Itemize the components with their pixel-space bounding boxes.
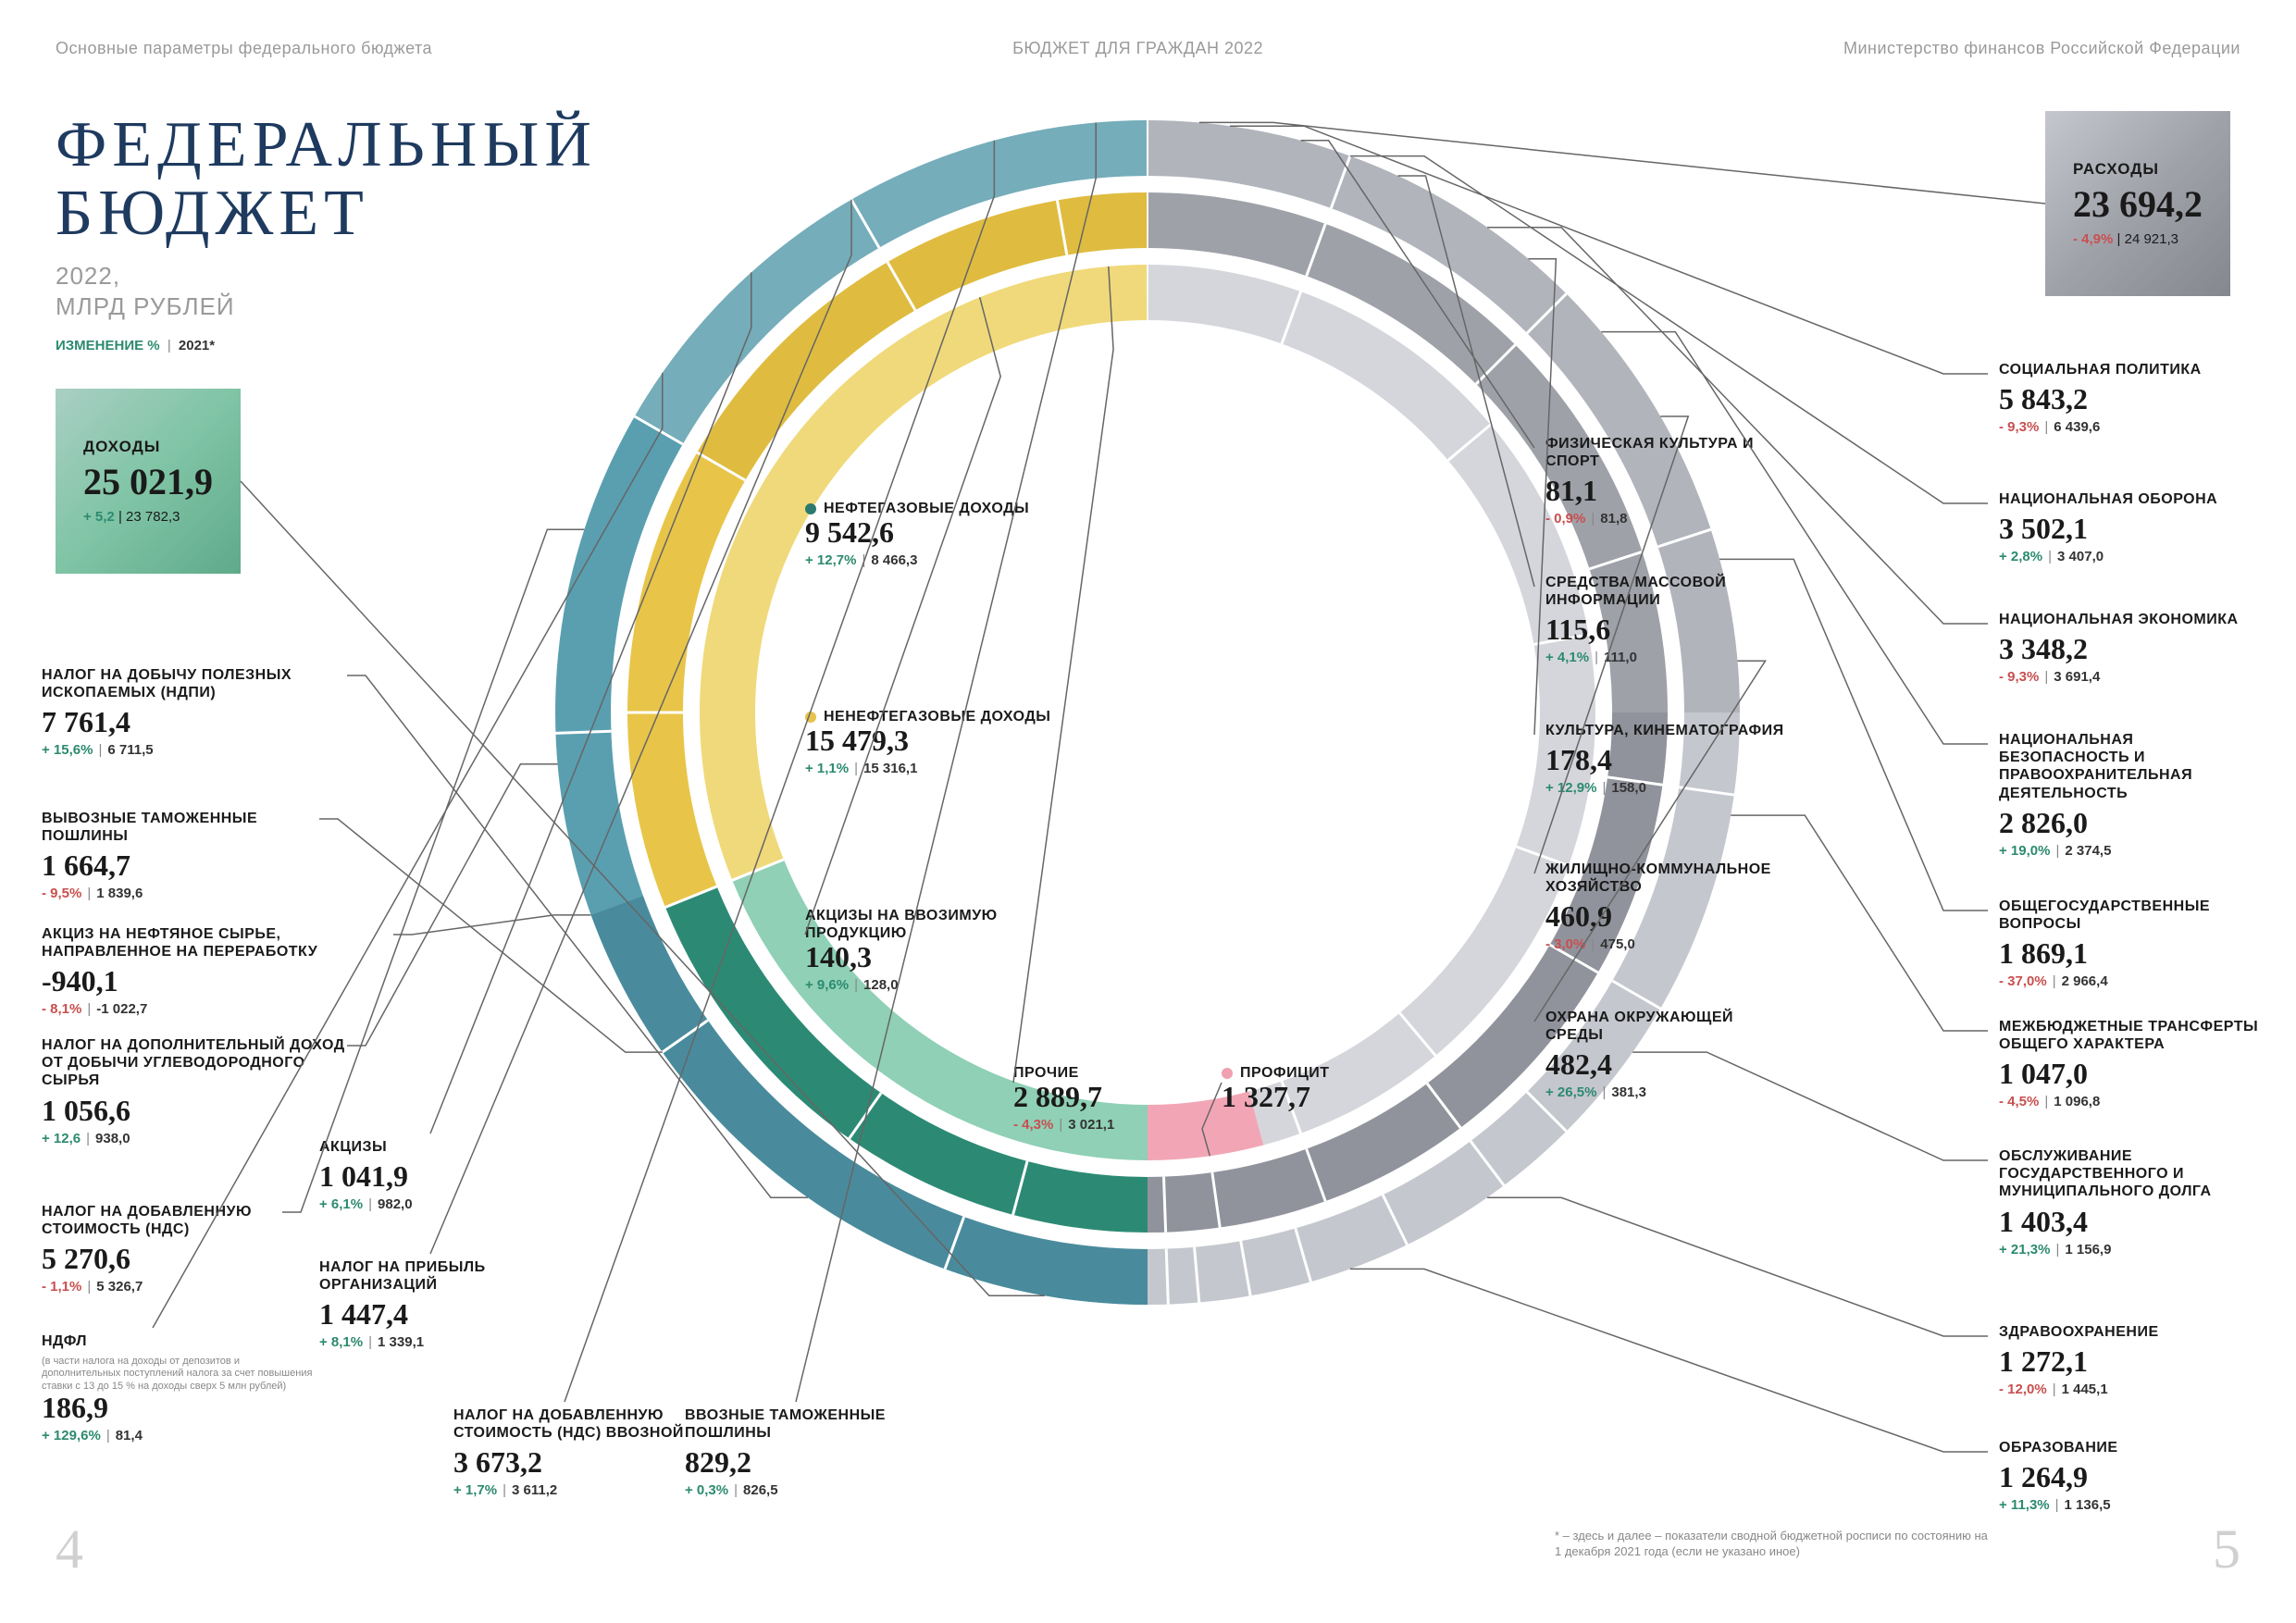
expense-center-3: ЖИЛИЩНО-КОММУНАЛЬНОЕ ХОЗЯЙСТВО460,9 - 3,…	[1545, 861, 1786, 952]
inner-oil: НЕФТЕГАЗОВЫЕ ДОХОДЫ9 542,6+ 12,7%|8 466,…	[805, 500, 1029, 568]
revenue-item-9: ВВОЗНЫЕ ТАМОЖЕННЫЕ ПОШЛИНЫ829,2+ 0,3%|82…	[685, 1406, 898, 1498]
expense-center-0: ФИЗИЧЕСКАЯ КУЛЬТУРА И СПОРТ81,1 - 0,9%|8…	[1545, 435, 1786, 527]
revenue-item-7: НАЛОГ НА ПРИБЫЛЬ ОРГАНИЗАЦИЙ1 447,4+ 8,1…	[319, 1258, 551, 1350]
expense-label: РАСХОДЫ	[2073, 160, 2230, 179]
header-center: БЮДЖЕТ ДЛЯ ГРАЖДАН 2022	[1012, 39, 1263, 58]
revenue-item-3: НАЛОГ НА ДОПОЛНИТЕЛЬНЫЙ ДОХОД ОТ ДОБЫЧИ …	[42, 1036, 347, 1146]
expense-right-1: НАЦИОНАЛЬНАЯ ОБОРОНА3 502,1 + 2,8%|3 407…	[1999, 490, 2217, 564]
page-number-right: 5	[2213, 1518, 2240, 1581]
title-line-2: БЮДЖЕТ	[56, 178, 369, 249]
bottom-footnote: * – здесь и далее – показатели сводной б…	[1555, 1529, 1990, 1560]
expense-center-2: КУЛЬТУРА, КИНЕМАТОГРАФИЯ178,4 + 12,9%|15…	[1545, 722, 1784, 796]
donut-svg	[509, 74, 1786, 1351]
expense-center-4: ОХРАНА ОКРУЖАЮЩЕЙ СРЕДЫ482,4 + 26,5%|381…	[1545, 1009, 1786, 1100]
expense-right-7: ЗДРАВООХРАНЕНИЕ1 272,1 - 12,0%|1 445,1	[1999, 1323, 2159, 1397]
header-right: Министерство финансов Российской Федерац…	[1843, 39, 2240, 58]
page-header: Основные параметры федерального бюджета …	[0, 39, 2296, 58]
income-total-box: ДОХОДЫ 25 021,9 + 5,2 | 23 782,3	[56, 389, 241, 574]
inner-surplus: ПРОФИЦИТ1 327,7	[1222, 1064, 1330, 1111]
expense-right-3: НАЦИОНАЛЬНАЯ БЕЗОПАСНОСТЬ И ПРАВООХРАНИТ…	[1999, 731, 2267, 859]
expense-right-5: МЕЖБЮДЖЕТНЫЕ ТРАНСФЕРТЫ ОБЩЕГО ХАРАКТЕРА…	[1999, 1018, 2267, 1109]
budget-donut-chart	[509, 74, 1786, 1351]
income-sub: + 5,2 | 23 782,3	[83, 509, 241, 525]
inner-excise: АКЦИЗЫ НА ВВОЗИМУЮ ПРОДУКЦИЮ140,3+ 9,6%|…	[805, 907, 1101, 993]
page-number-left: 4	[56, 1518, 83, 1581]
income-value: 25 021,9	[83, 460, 241, 503]
income-label: ДОХОДЫ	[83, 438, 241, 456]
header-left: Основные параметры федерального бюджета	[56, 39, 432, 58]
expense-value: 23 694,2	[2073, 182, 2230, 226]
expense-right-2: НАЦИОНАЛЬНАЯ ЭКОНОМИКА3 348,2 - 9,3%|3 6…	[1999, 611, 2239, 685]
expense-right-0: СОЦИАЛЬНАЯ ПОЛИТИКА5 843,2 - 9,3%|6 439,…	[1999, 361, 2202, 435]
revenue-item-2: АКЦИЗ НА НЕФТЯНОЕ СЫРЬЕ, НАПРАВЛЕННОЕ НА…	[42, 925, 393, 1017]
revenue-item-4: НАЛОГ НА ДОБАВЛЕННУЮ СТОИМОСТЬ (НДС)5 27…	[42, 1203, 282, 1295]
inner-other: ПРОЧИЕ2 889,7- 4,3%|3 021,1	[1013, 1064, 1114, 1133]
inner-nonoil: НЕНЕФТЕГАЗОВЫЕ ДОХОДЫ15 479,3+ 1,1%|15 3…	[805, 708, 1050, 776]
revenue-item-0: НАЛОГ НА ДОБЫЧУ ПОЛЕЗНЫХ ИСКОПАЕМЫХ (НДП…	[42, 666, 347, 758]
revenue-item-1: ВЫВОЗНЫЕ ТАМОЖЕННЫЕ ПОШЛИНЫ1 664,7- 9,5%…	[42, 810, 319, 901]
revenue-item-6: АКЦИЗЫ1 041,9+ 6,1%|982,0	[319, 1138, 413, 1212]
expense-right-6: ОБСЛУЖИВАНИЕ ГОСУДАРСТВЕННОГО И МУНИЦИПА…	[1999, 1147, 2267, 1258]
expense-sub: - 4,9% | 24 921,3	[2073, 231, 2230, 247]
expense-center-1: СРЕДСТВА МАССОВОЙ ИНФОРМАЦИИ115,6 + 4,1%…	[1545, 574, 1786, 665]
revenue-item-8: НАЛОГ НА ДОБАВЛЕННУЮ СТОИМОСТЬ (НДС) ВВО…	[453, 1406, 722, 1498]
expense-total-box: РАСХОДЫ 23 694,2 - 4,9% | 24 921,3	[2045, 111, 2230, 296]
expense-right-8: ОБРАЗОВАНИЕ1 264,9 + 11,3%|1 136,5	[1999, 1439, 2118, 1513]
expense-right-4: ОБЩЕГОСУДАРСТВЕННЫЕ ВОПРОСЫ1 869,1 - 37,…	[1999, 898, 2267, 989]
revenue-item-5: НДФЛ(в части налога на доходы от депозит…	[42, 1332, 319, 1443]
